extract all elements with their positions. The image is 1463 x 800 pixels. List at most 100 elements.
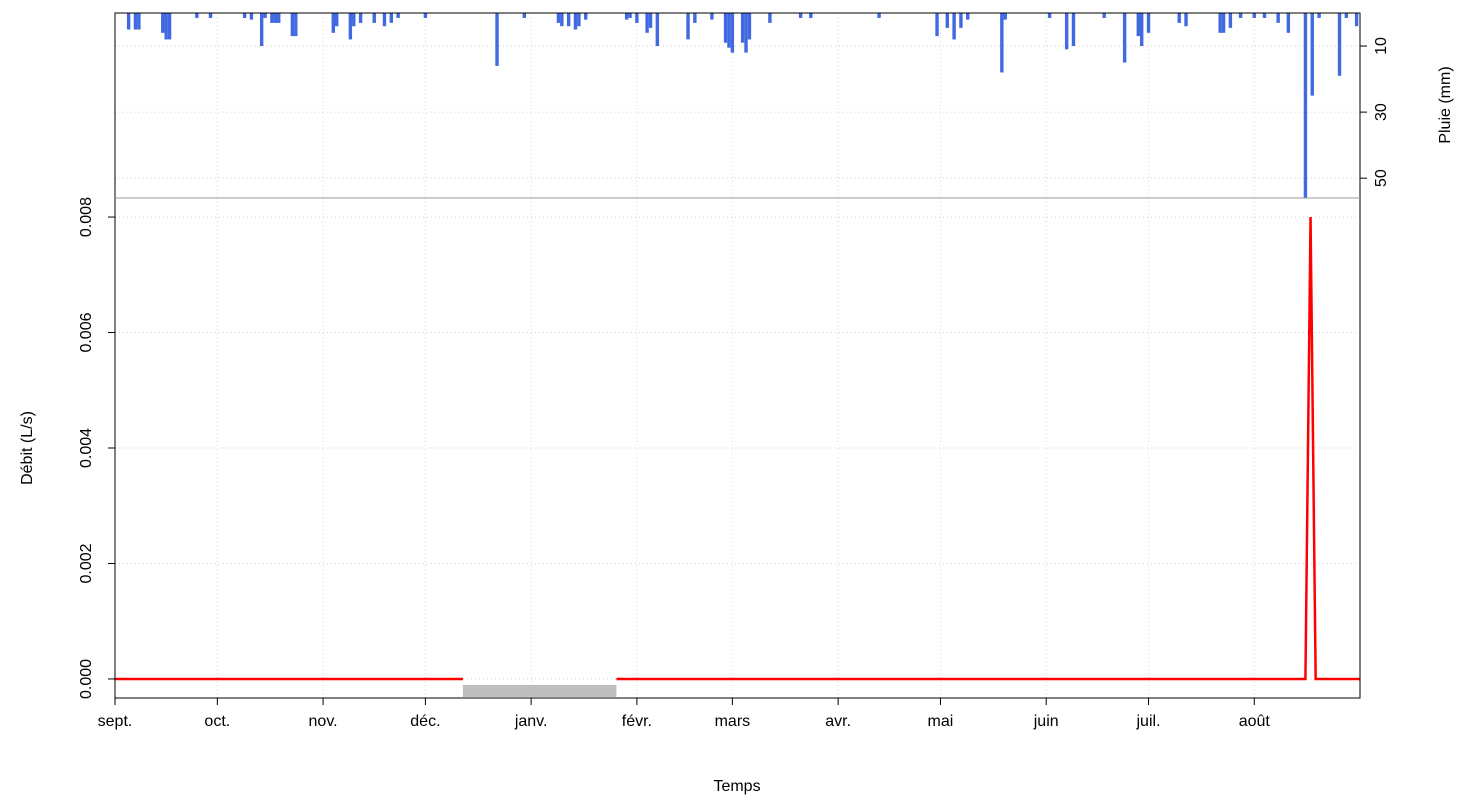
- rain-bar: [263, 13, 267, 18]
- x-tick-label: janv.: [514, 713, 548, 730]
- rain-bar: [382, 13, 387, 27]
- rain-bar: [710, 13, 714, 20]
- y2-tick-label: 30: [1373, 103, 1390, 121]
- rain-bar: [723, 13, 728, 43]
- rain-bar: [1286, 13, 1291, 33]
- rain-bar: [1228, 13, 1233, 28]
- rain-bar: [740, 13, 745, 43]
- rain-bar: [1276, 13, 1280, 23]
- rain-bar: [1003, 13, 1007, 20]
- y2-axis-label: Pluie (mm): [1437, 66, 1454, 143]
- rain-bar: [693, 13, 697, 23]
- rain-bar: [1184, 13, 1188, 27]
- rain-bar: [273, 13, 278, 23]
- rain-bar: [259, 13, 264, 47]
- rain-bar: [1102, 13, 1106, 18]
- rain-bar: [1354, 13, 1359, 27]
- rain-bar: [877, 13, 881, 18]
- rain-bar: [126, 13, 131, 30]
- rain-bar: [161, 13, 165, 33]
- rain-bar: [137, 13, 141, 30]
- rain-bar: [1136, 13, 1140, 37]
- rain-bar: [1146, 13, 1151, 33]
- y-tick-label: 0.008: [78, 197, 95, 237]
- missing-period: [462, 684, 617, 697]
- y-tick-label: 0.000: [78, 659, 95, 699]
- rain-bar: [358, 13, 363, 23]
- rain-bar: [522, 13, 527, 18]
- rain-bar: [1177, 13, 1181, 23]
- rain-bar: [655, 13, 660, 47]
- rain-bar: [584, 13, 588, 20]
- rain-bar: [1252, 13, 1256, 18]
- rain-bar: [294, 13, 298, 37]
- rain-bar: [389, 13, 393, 23]
- rain-bar: [1071, 13, 1076, 47]
- rain-bar: [495, 13, 499, 66]
- rain-bar: [577, 13, 581, 27]
- x-tick-label: nov.: [309, 713, 338, 730]
- rain-bar: [277, 13, 281, 23]
- x-tick-label: mars: [715, 713, 751, 730]
- rain-bar: [566, 13, 571, 27]
- rain-bar: [208, 13, 213, 18]
- rain-bar: [423, 13, 428, 18]
- rain-bar: [747, 13, 752, 40]
- y2-tick-label: 50: [1373, 169, 1390, 187]
- rain-bar: [727, 13, 731, 48]
- rain-bar: [331, 13, 336, 33]
- y-axis-label: Débit (L/s): [19, 411, 36, 485]
- rain-bar: [952, 13, 956, 40]
- rain-bar: [1139, 13, 1144, 47]
- rain-bar: [730, 13, 735, 53]
- rain-bar: [1262, 13, 1267, 18]
- rain-bar: [133, 13, 138, 30]
- rain-bar: [635, 13, 639, 23]
- rain-bar: [372, 13, 376, 23]
- rain-bar: [648, 13, 653, 28]
- rain-bar: [242, 13, 247, 18]
- rain-bar: [1000, 13, 1004, 73]
- x-tick-label: oct.: [204, 713, 230, 730]
- rain-bar: [935, 13, 939, 37]
- rain-bar: [744, 13, 748, 53]
- x-tick-label: avr.: [825, 713, 851, 730]
- x-tick-label: mai: [928, 713, 954, 730]
- rain-bar: [959, 13, 963, 28]
- y2-tick-label: 10: [1373, 37, 1390, 55]
- rain-bar: [1310, 13, 1314, 96]
- rain-bar: [1317, 13, 1321, 18]
- x-tick-label: déc.: [410, 713, 440, 730]
- rain-bar: [768, 13, 772, 23]
- rain-bar: [624, 13, 629, 20]
- x-tick-label: juin: [1033, 713, 1059, 730]
- rain-bar: [335, 13, 339, 27]
- rain-bar: [352, 13, 356, 27]
- rain-bar: [686, 13, 690, 40]
- x-tick-label: juil.: [1136, 713, 1161, 730]
- x-tick-label: sept.: [98, 713, 133, 730]
- rain-bar: [1303, 13, 1308, 198]
- rain-bar: [396, 13, 400, 18]
- y-tick-label: 0.006: [78, 312, 95, 352]
- rain-bar: [945, 13, 949, 28]
- rain-bar: [164, 13, 168, 40]
- rain-bar: [1238, 13, 1243, 18]
- rain-bar: [270, 13, 274, 23]
- rain-bar: [556, 13, 561, 23]
- x-tick-label: févr.: [622, 713, 652, 730]
- plot-frame: [114, 12, 1361, 699]
- rain-bar: [1337, 13, 1342, 76]
- rain-bar: [290, 13, 295, 37]
- rain-bar: [809, 13, 813, 18]
- rain-bar: [1064, 13, 1069, 50]
- rain-bar: [1344, 13, 1349, 18]
- x-tick-label: août: [1239, 713, 1271, 730]
- rain-bar: [573, 13, 578, 30]
- rain-bar: [1221, 13, 1226, 33]
- flow-line: [115, 217, 1360, 681]
- y-tick-label: 0.004: [78, 428, 95, 468]
- rain-bar: [966, 13, 970, 20]
- rain-bar: [628, 13, 632, 18]
